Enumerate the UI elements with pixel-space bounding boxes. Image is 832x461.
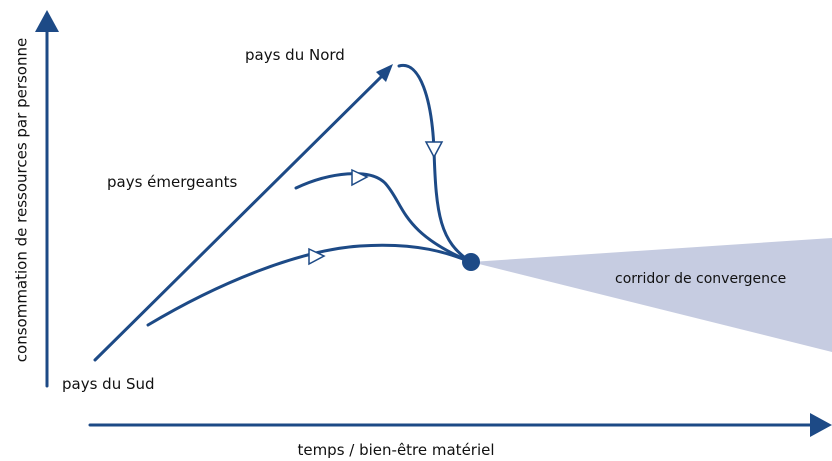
direction-marker xyxy=(351,168,369,187)
y-axis-label: consommation de ressources par personne xyxy=(13,38,31,362)
x-axis-arrow xyxy=(810,413,832,437)
north-label: pays du Nord xyxy=(245,46,345,64)
north-curve xyxy=(397,63,473,264)
corridor-label: corridor de convergence xyxy=(615,271,786,287)
north-arrowhead xyxy=(376,64,393,82)
corridor-area xyxy=(471,238,832,352)
convergence-point xyxy=(462,253,480,271)
direction-marker xyxy=(308,247,326,266)
direction-marker xyxy=(424,141,444,159)
x-axis-label: temps / bien-être matériel xyxy=(297,441,494,459)
emerging-curve xyxy=(294,172,473,264)
emerging-label: pays émergeants xyxy=(107,173,237,191)
south-label: pays du Sud xyxy=(62,375,155,393)
y-axis-arrow xyxy=(35,10,59,32)
north-arrow-line xyxy=(93,72,386,362)
south-curve xyxy=(146,243,473,327)
